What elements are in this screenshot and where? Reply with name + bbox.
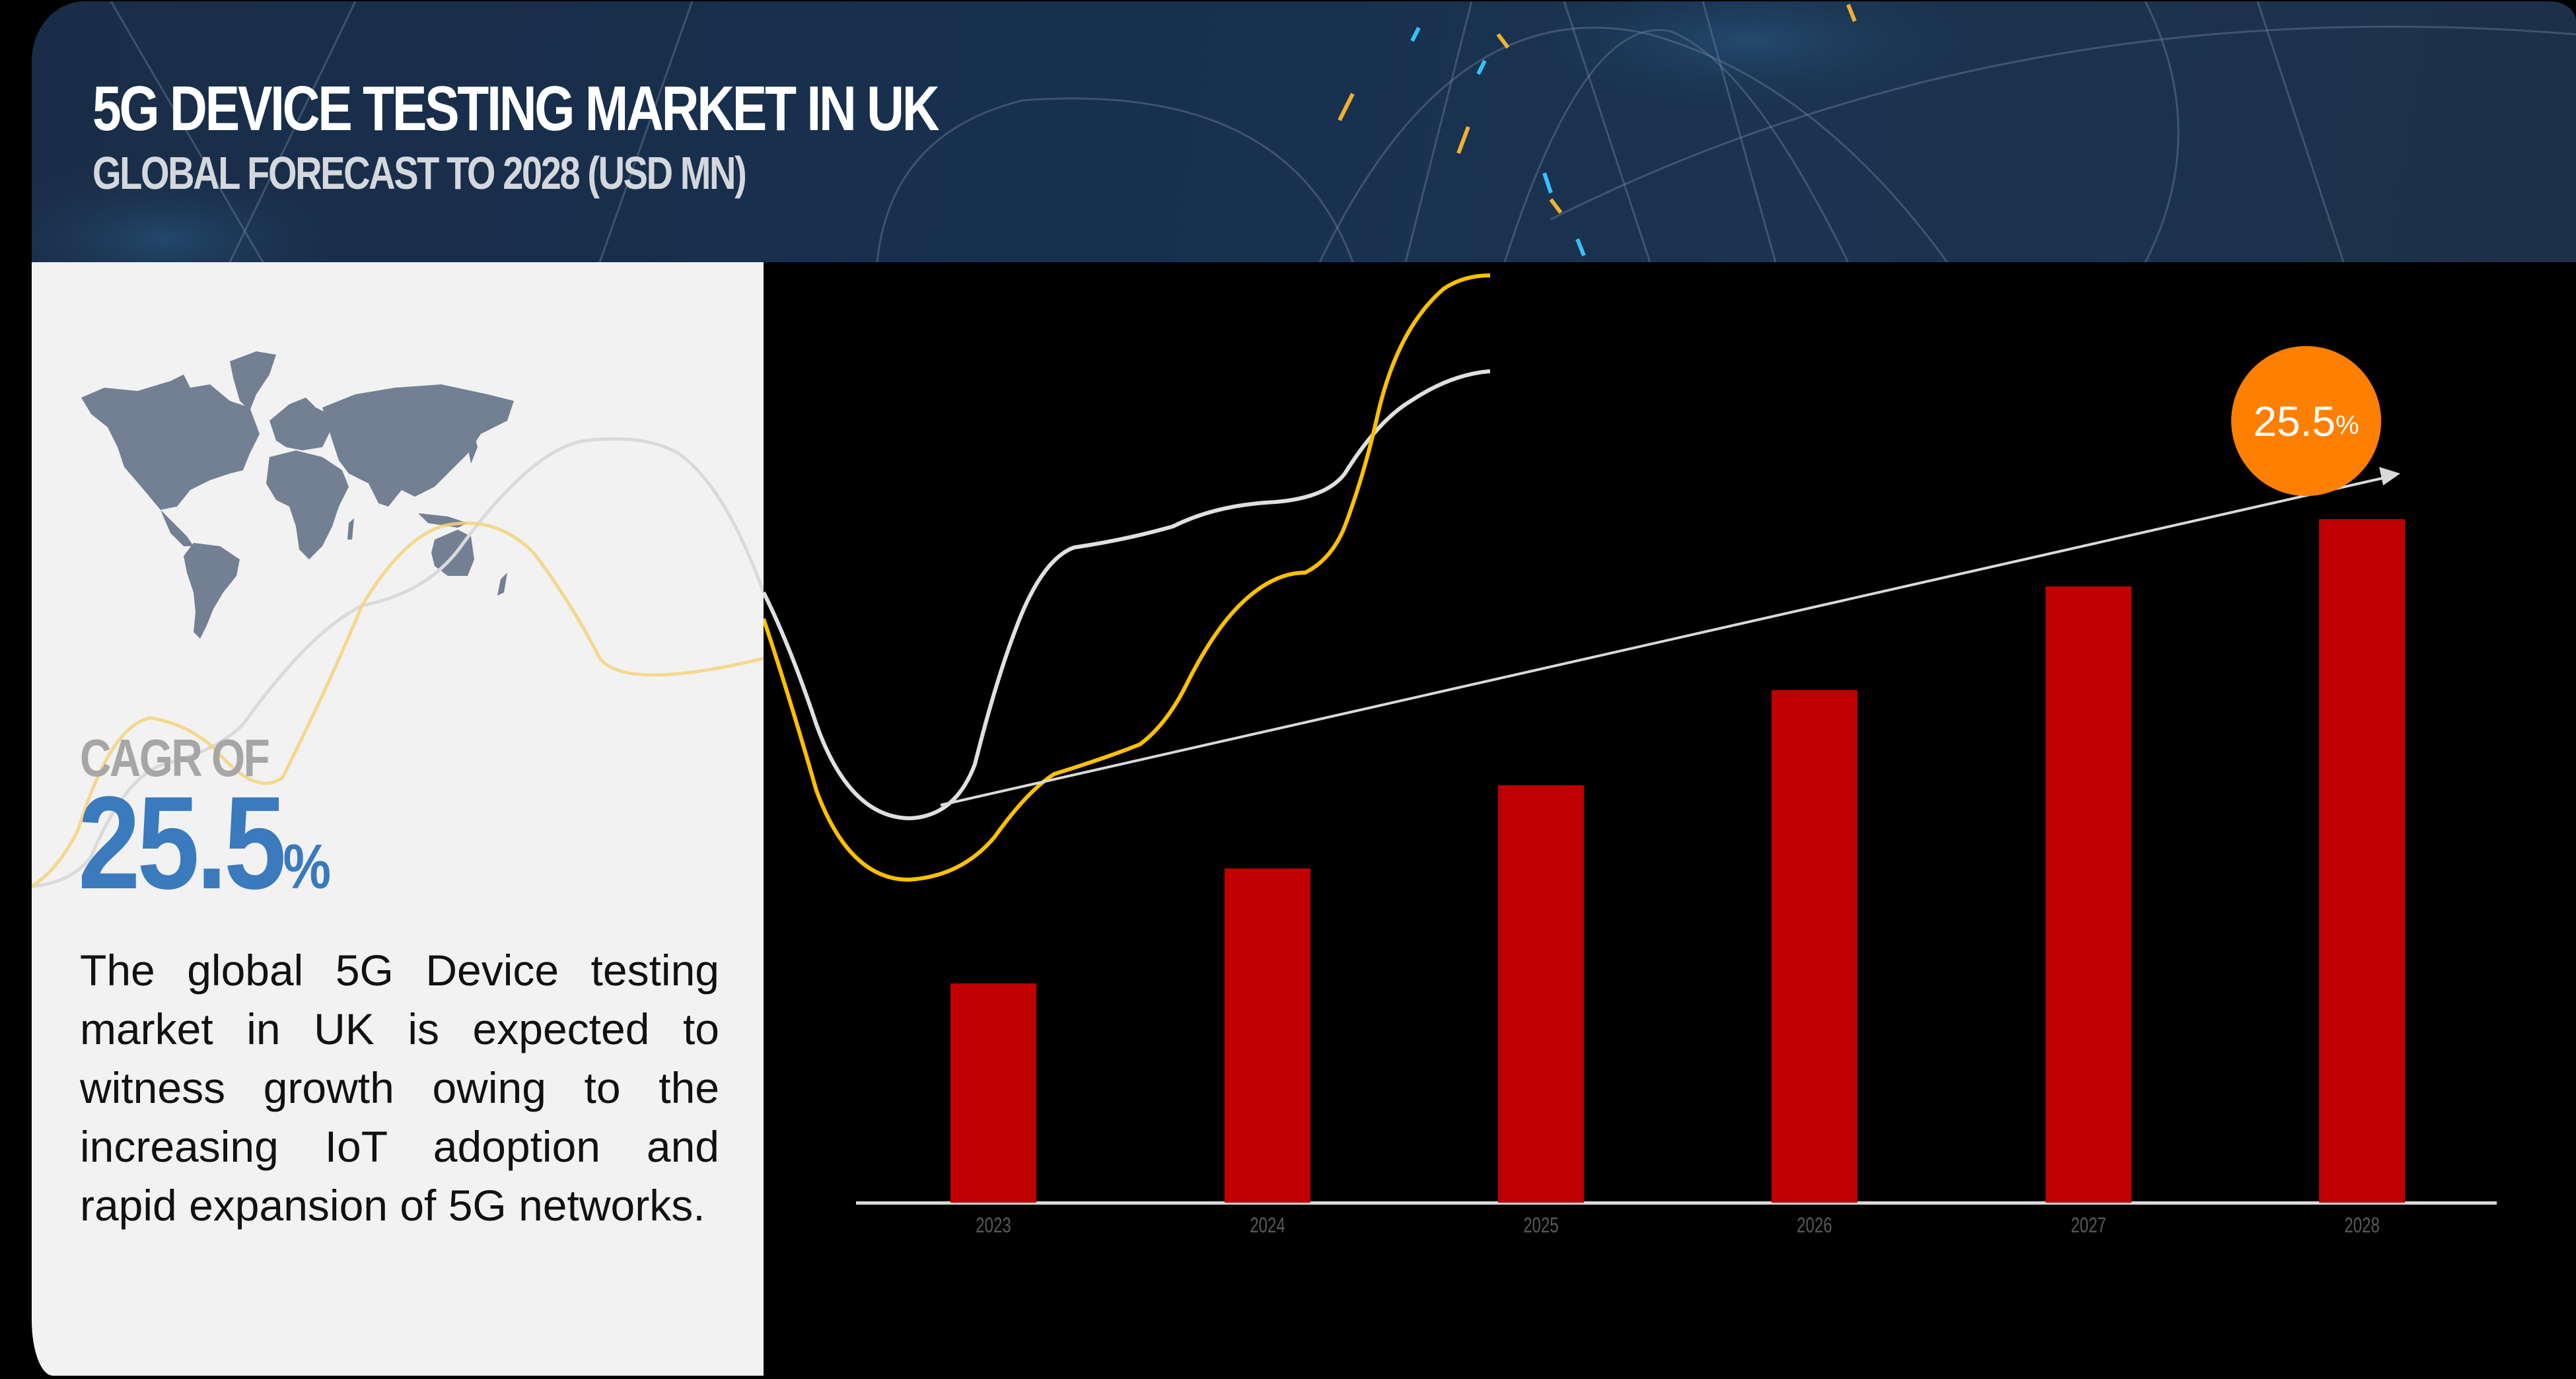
page-title: 5G DEVICE TESTING MARKET IN UK [92, 73, 940, 144]
x-tick-2027: 2027 [2071, 1213, 2106, 1237]
cagr-number: 25.5 [78, 769, 287, 917]
x-axis-line [856, 1201, 2497, 1205]
page-subtitle: GLOBAL FORECAST TO 2028 (USD MN) [92, 147, 747, 199]
bar-2026 [1771, 690, 1857, 1203]
arrowhead-icon [2379, 467, 2400, 485]
left-info-panel: CAGR OF 25.5% The global 5G Device testi… [32, 262, 764, 1376]
x-tick-2028: 2028 [2344, 1213, 2380, 1237]
bar-2023 [950, 983, 1036, 1203]
cagr-percent-sign: % [283, 831, 332, 902]
bar-2025 [1498, 785, 1584, 1203]
chart-decoration-curves [764, 273, 2400, 882]
bar-2028 [2319, 519, 2405, 1203]
bar-chart-panel: 2023 2024 2025 2026 2027 2028 25.5% [764, 262, 2576, 1376]
header-banner: 5G DEVICE TESTING MARKET IN UK GLOBAL FO… [32, 1, 2576, 262]
bar-2024 [1225, 868, 1310, 1203]
fiber-light-decoration-icon [32, 1, 2576, 262]
cagr-value: 25.5% [78, 777, 331, 909]
x-tick-2023: 2023 [976, 1213, 1011, 1237]
wave-lines-decoration-icon [32, 437, 764, 888]
world-map-icon [81, 351, 514, 639]
badge-percent-sign: % [2335, 411, 2359, 440]
badge-value: 25.5 [2253, 397, 2336, 445]
x-tick-2024: 2024 [1250, 1213, 1285, 1237]
x-tick-2026: 2026 [1797, 1213, 1832, 1237]
cagr-label: CAGR OF [80, 728, 270, 787]
x-tick-2025: 2025 [1523, 1213, 1559, 1237]
bar-2027 [2046, 586, 2131, 1203]
cagr-badge: 25.5% [2231, 346, 2381, 496]
market-description: The global 5G Device testing market in U… [80, 946, 719, 1230]
